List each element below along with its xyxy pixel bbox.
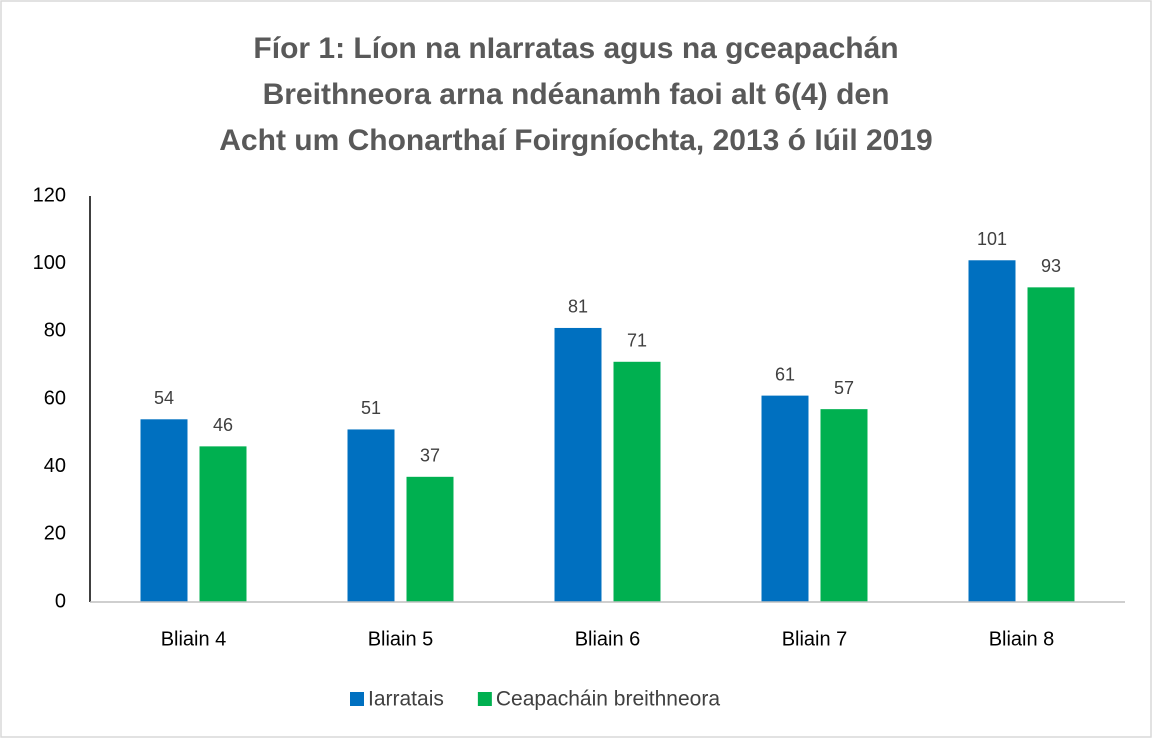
y-tick-label: 80	[44, 320, 66, 342]
bar	[613, 361, 661, 602]
bar	[199, 446, 247, 602]
data-label: 81	[568, 297, 588, 317]
bar	[554, 327, 602, 602]
x-tick-label: Bliain 5	[368, 628, 434, 650]
data-label: 57	[834, 378, 854, 398]
bar	[1027, 287, 1075, 602]
y-tick-label: 40	[44, 455, 66, 477]
legend-swatch	[477, 692, 492, 706]
bar	[761, 395, 809, 602]
bar	[406, 476, 454, 602]
bar	[140, 419, 188, 602]
y-tick-label: 120	[33, 184, 66, 206]
legend-swatch	[350, 692, 364, 706]
x-tick-label: Bliain 6	[575, 628, 641, 650]
x-tick-label: Bliain 8	[989, 628, 1055, 650]
x-tick-label: Bliain 4	[161, 628, 227, 650]
data-label: 46	[213, 415, 233, 435]
data-label: 93	[1041, 256, 1061, 276]
bar	[820, 409, 868, 602]
data-label: 37	[420, 446, 440, 466]
chart-title: Acht um Chonarthaí Foirgníochta, 2013 ó …	[219, 124, 932, 157]
data-label: 54	[154, 388, 174, 408]
y-tick-label: 20	[44, 523, 66, 545]
y-tick-label: 60	[44, 387, 66, 409]
y-tick-label: 0	[55, 590, 66, 612]
bar	[347, 429, 395, 602]
data-label: 51	[361, 398, 381, 418]
legend-label: Ceapacháin breithneora	[496, 688, 720, 711]
chart-title: Breithneora arna ndéanamh faoi alt 6(4) …	[263, 78, 890, 111]
data-label: 101	[977, 229, 1007, 249]
data-label: 71	[627, 331, 647, 351]
y-tick-label: 100	[33, 252, 66, 274]
bar	[968, 260, 1016, 602]
legend-label: Iarratais	[368, 688, 444, 711]
data-label: 61	[775, 364, 795, 384]
chart-title: Fíor 1: Líon na nIarratas agus na gceapa…	[253, 32, 898, 65]
x-tick-label: Bliain 7	[782, 628, 848, 650]
